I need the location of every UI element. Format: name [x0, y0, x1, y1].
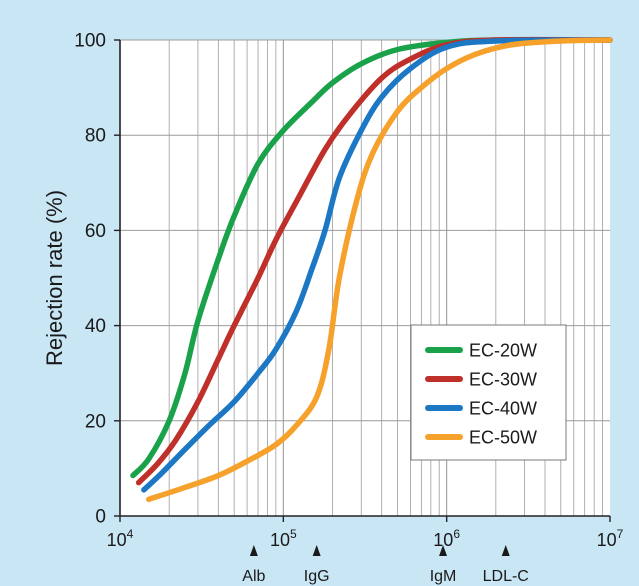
y-tick-label: 100: [74, 31, 106, 52]
legend: EC-20W EC-30W EC-40W EC-50W: [410, 324, 567, 461]
series-line-ec-40w: [141, 37, 613, 493]
legend-label-ec-40w: EC-40W: [469, 399, 537, 419]
marker-label-ldl-c: LDL-C: [483, 568, 529, 585]
y-tick-label: 0: [95, 507, 106, 528]
marker-label-igg: IgG: [304, 568, 330, 585]
y-tick-label: 40: [85, 316, 106, 337]
y-tick-label: 20: [85, 411, 106, 432]
y-tick-label: 80: [85, 126, 106, 147]
legend-label-ec-20w: EC-20W: [469, 341, 537, 361]
y-tick-label: 60: [85, 221, 106, 242]
axis-labels: Rejection rate (%) Alb IgG IgM LDL-C: [42, 190, 529, 585]
legend-label-ec-50w: EC-50W: [469, 428, 537, 448]
y-axis-label: Rejection rate (%): [42, 190, 67, 366]
marker-arrow-ldl-c: [501, 545, 510, 556]
series-line-ec-20w: [130, 37, 613, 479]
legend-label-ec-30w: EC-30W: [469, 370, 537, 390]
x-tick-label: 107: [597, 527, 624, 550]
x-tick-label: 104: [107, 527, 134, 550]
marker-arrow-igg: [312, 545, 321, 556]
marker-arrow-alb: [249, 545, 258, 556]
x-tick-label: 105: [270, 527, 297, 550]
x-tick-label: 106: [433, 527, 460, 550]
series-line-ec-30w: [135, 36, 613, 486]
marker-arrow-igm: [439, 545, 448, 556]
series-lines: [130, 36, 613, 503]
axes: 0 20 40 60 80 100 104 105 106 107: [74, 31, 623, 551]
series-line-ec-50w: [146, 37, 613, 503]
marker-label-igm: IgM: [430, 568, 457, 585]
marker-label-alb: Alb: [242, 568, 265, 585]
